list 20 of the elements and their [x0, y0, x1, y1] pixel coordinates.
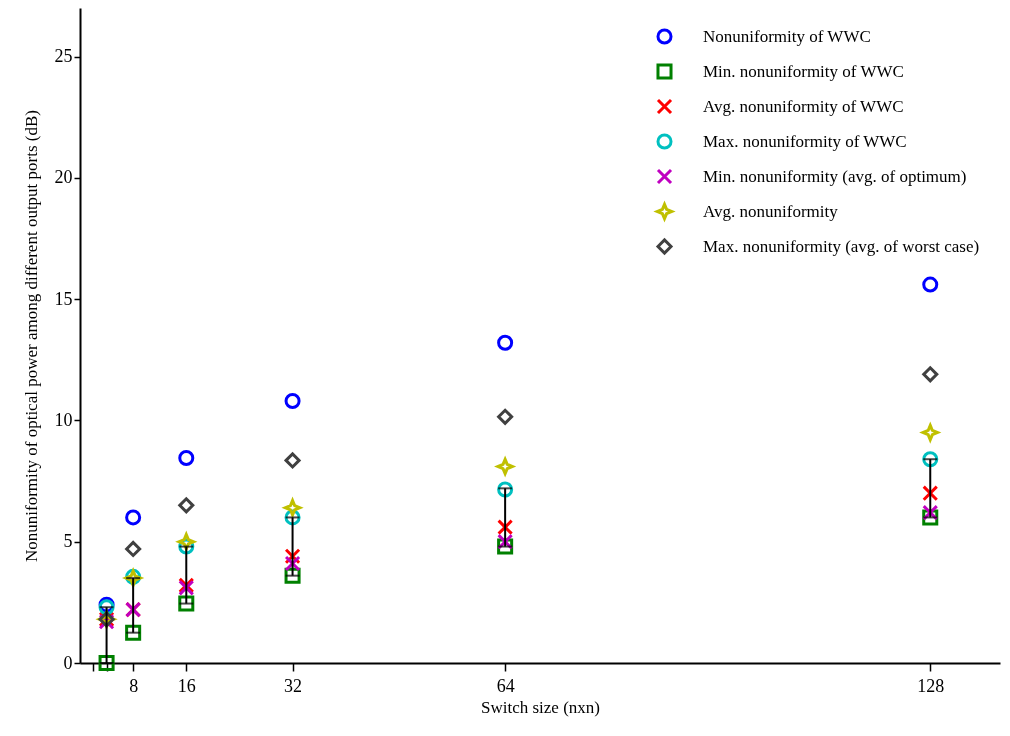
legend-label: Min. nonuniformity of WWC: [703, 61, 904, 81]
legend-label: Avg. nonuniformity of WWC: [703, 96, 904, 116]
x-tick-label: 32: [284, 675, 303, 696]
y-tick-label: 10: [54, 409, 73, 430]
x-tick-label: 16: [177, 675, 196, 696]
y-axis-title: Nonuniformity of optical power among different output ports (dB): [21, 110, 41, 562]
y-tick-label: 25: [54, 46, 73, 67]
x-tick-label: 64: [496, 675, 515, 696]
x-axis-title: Switch size (nxn): [481, 697, 600, 717]
y-tick-label: 20: [54, 167, 73, 188]
legend-label: Avg. nonuniformity: [703, 201, 839, 221]
y-tick-label: 0: [63, 652, 73, 673]
legend-label: Min. nonuniformity (avg. of optimum): [703, 166, 967, 186]
legend-label: Max. nonuniformity of WWC: [703, 131, 907, 151]
legend-label: Max. nonuniformity (avg. of worst case): [703, 236, 980, 256]
x-tick-label: 8: [129, 675, 139, 696]
y-tick-label: 5: [63, 531, 73, 552]
y-tick-label: 15: [54, 288, 73, 309]
legend-label: Nonuniformity of WWC: [703, 26, 871, 46]
x-tick-label: 128: [917, 675, 945, 696]
